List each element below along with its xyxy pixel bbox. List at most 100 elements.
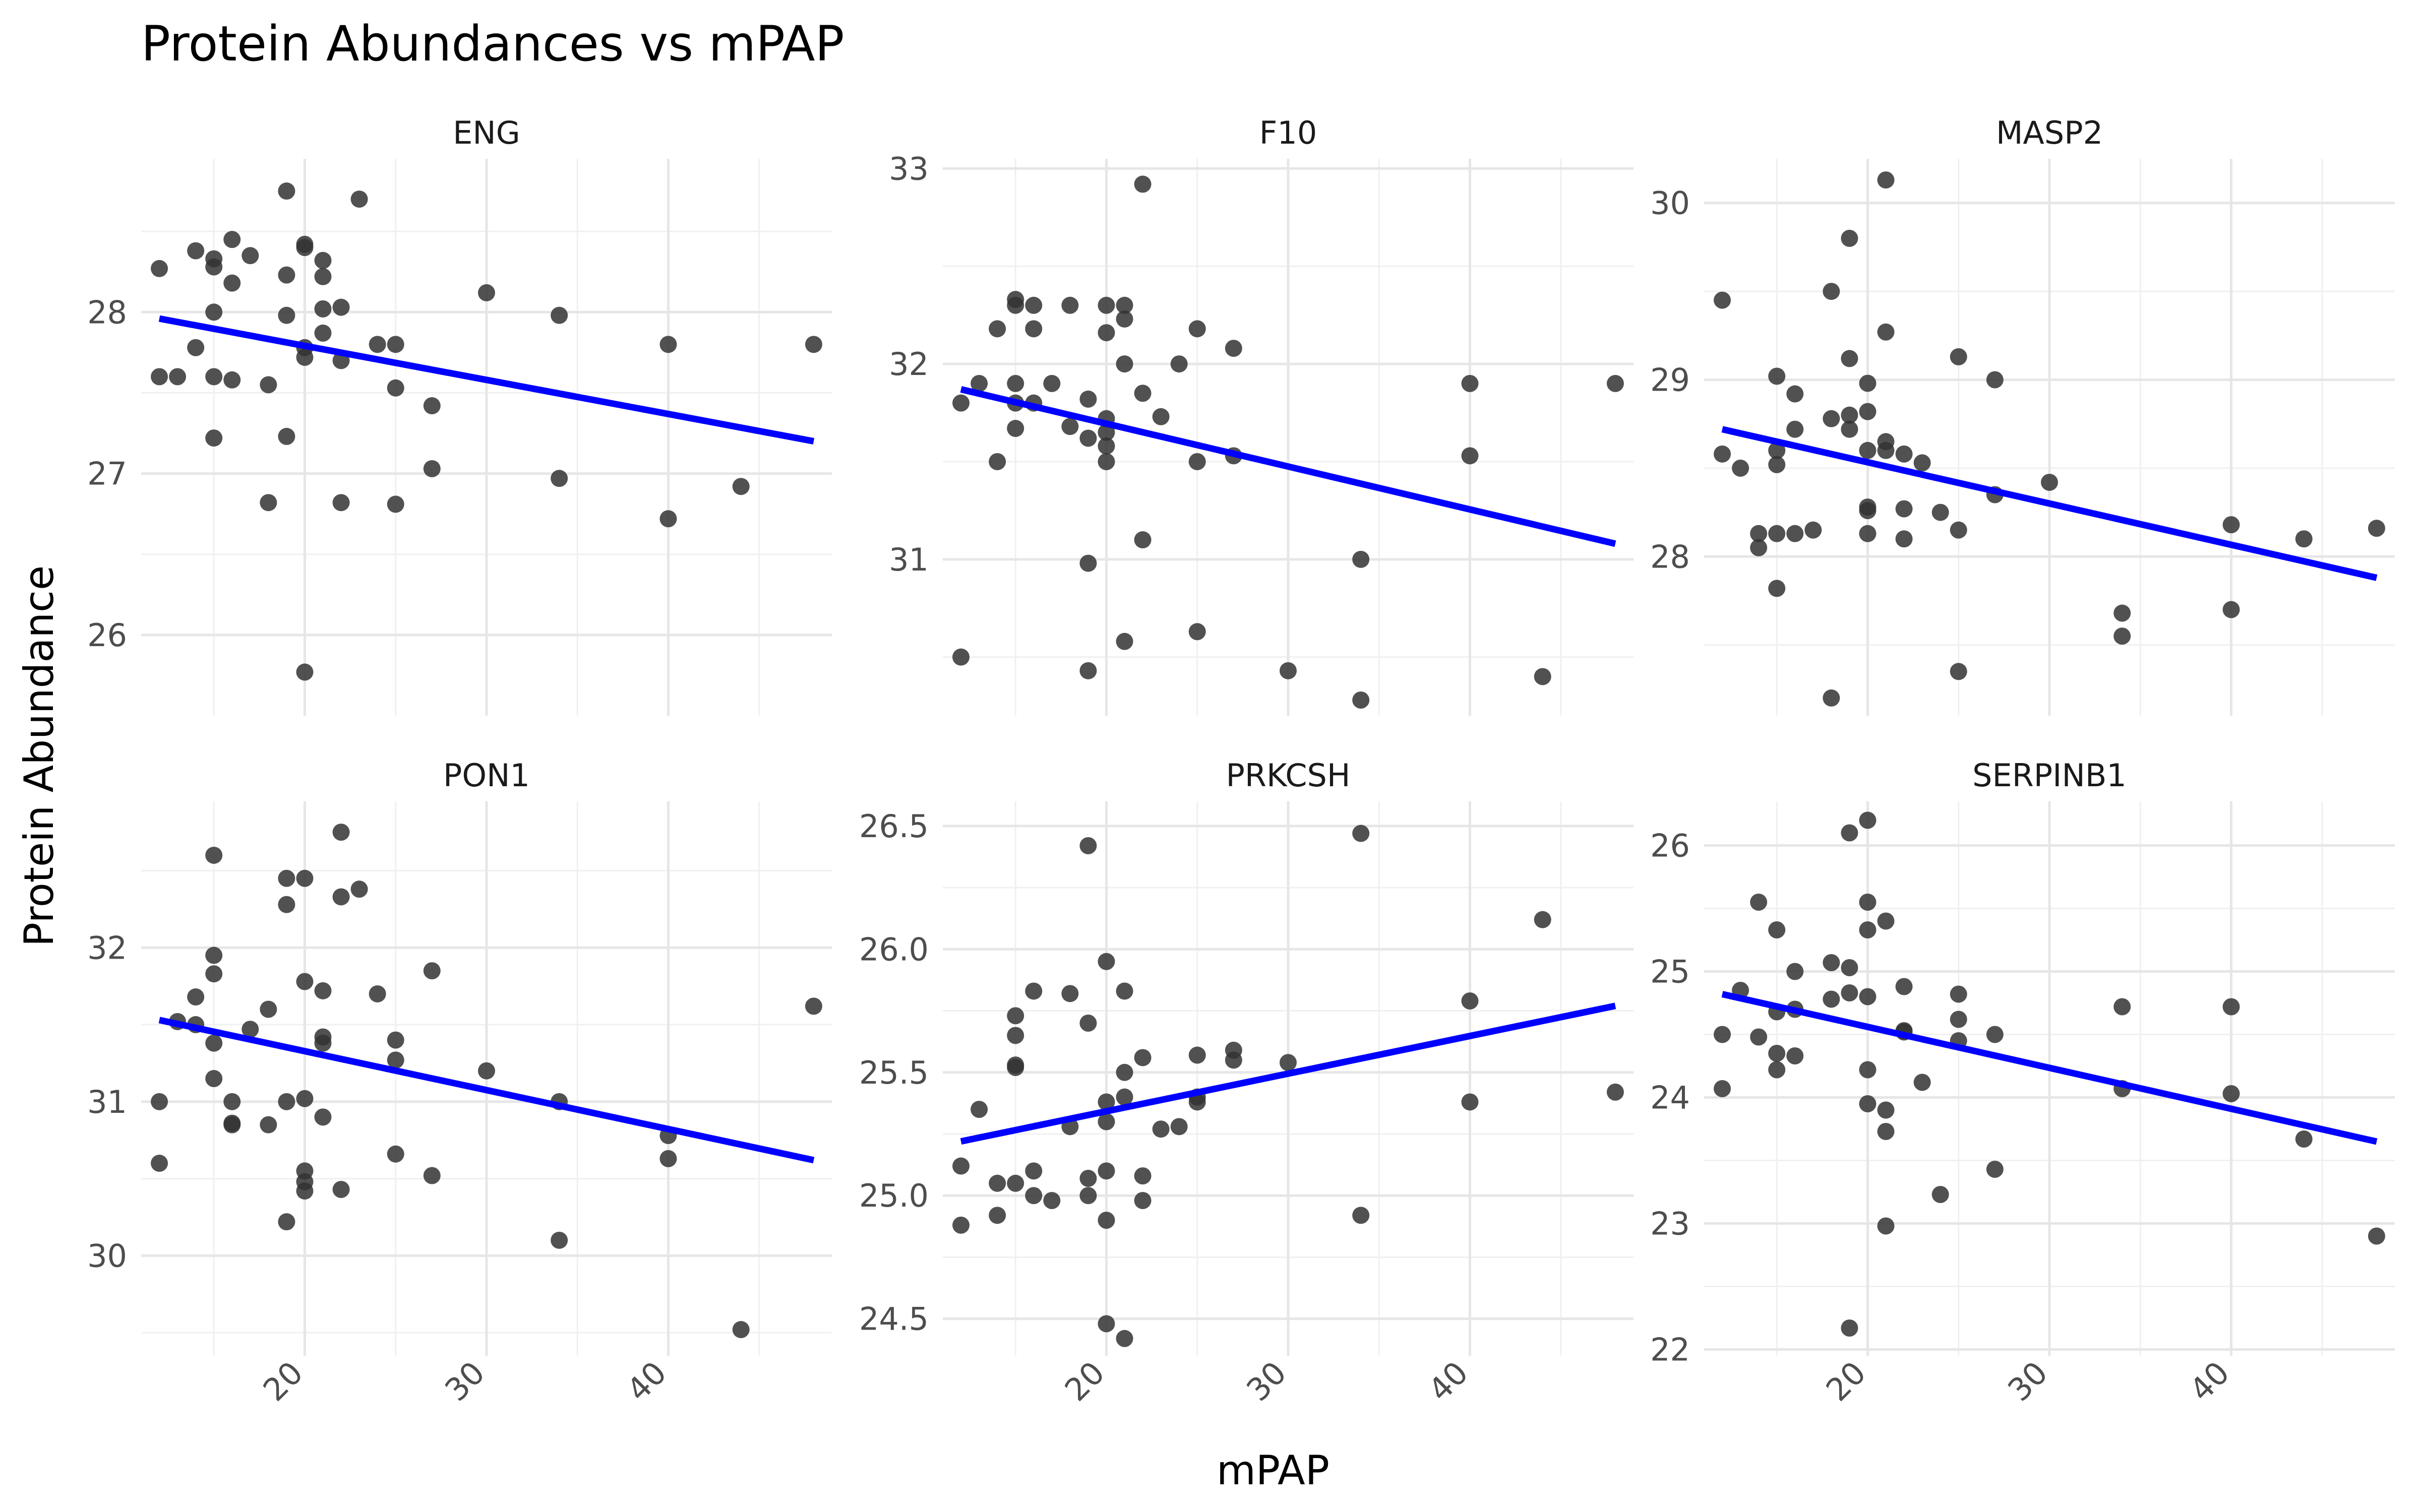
data-point xyxy=(1750,539,1768,556)
y-tick-label: 26.0 xyxy=(859,931,929,968)
data-point xyxy=(205,947,223,964)
data-point xyxy=(187,339,205,356)
data-point xyxy=(952,394,970,412)
data-point xyxy=(732,1321,750,1339)
data-point xyxy=(1007,296,1024,314)
y-tick-label: 25 xyxy=(1650,954,1690,990)
data-point xyxy=(1841,406,1858,424)
data-point xyxy=(1913,1074,1931,1091)
data-point xyxy=(314,251,332,269)
data-point xyxy=(1079,554,1097,572)
data-point xyxy=(1877,442,1895,459)
data-point xyxy=(1079,1187,1097,1205)
data-point xyxy=(387,336,404,353)
data-point xyxy=(1352,1207,1370,1224)
data-point xyxy=(1786,385,1804,403)
data-point xyxy=(1786,1047,1804,1064)
data-point xyxy=(1352,550,1370,568)
data-point xyxy=(1768,580,1786,597)
data-point xyxy=(1841,824,1858,842)
data-point xyxy=(1841,229,1858,247)
data-point xyxy=(2368,1227,2385,1245)
panel-strip-label: PRKCSH xyxy=(1226,757,1350,794)
data-point xyxy=(2222,1085,2240,1102)
data-point xyxy=(260,376,277,394)
y-tick-label: 23 xyxy=(1650,1206,1690,1242)
data-point xyxy=(1098,1315,1115,1333)
data-point xyxy=(1768,456,1786,473)
data-point xyxy=(332,888,350,906)
data-point xyxy=(187,988,205,1006)
data-point xyxy=(296,973,314,990)
data-point xyxy=(1188,1093,1206,1111)
data-point xyxy=(387,1031,404,1049)
data-point xyxy=(278,869,295,887)
data-point xyxy=(1859,811,1877,829)
x-tick-label: 40 xyxy=(620,1354,674,1408)
data-point xyxy=(151,1155,168,1172)
data-point xyxy=(332,494,350,512)
data-point xyxy=(1786,963,1804,980)
trend-line xyxy=(158,315,815,445)
data-point xyxy=(296,348,314,366)
data-point xyxy=(1877,171,1895,189)
panel-prkcsh: PRKCSH 24.5 25.0 25.5 26.0 26.5 20 30 40 xyxy=(859,757,1634,1408)
data-point xyxy=(1116,310,1133,328)
y-tick-label: 30 xyxy=(1650,185,1690,222)
data-point xyxy=(223,274,241,292)
x-tick-label: 40 xyxy=(1421,1354,1475,1408)
data-point xyxy=(1116,355,1133,373)
data-point xyxy=(1859,403,1877,420)
panel-strip-label: SERPINB1 xyxy=(1972,757,2127,794)
data-point xyxy=(2295,530,2313,548)
data-point xyxy=(205,429,223,447)
data-point xyxy=(952,648,970,666)
data-point xyxy=(1188,453,1206,470)
data-point xyxy=(1714,291,1731,309)
data-point xyxy=(1098,1212,1115,1229)
data-point xyxy=(1098,1093,1115,1111)
data-point xyxy=(223,371,241,389)
data-point xyxy=(659,510,677,528)
data-point xyxy=(314,1034,332,1052)
data-point xyxy=(1025,320,1043,338)
data-point xyxy=(314,268,332,285)
data-point xyxy=(1116,633,1133,650)
y-tick-label: 32 xyxy=(87,929,127,966)
data-point xyxy=(1714,445,1731,463)
data-point xyxy=(241,247,259,265)
data-point xyxy=(1750,525,1768,542)
data-point xyxy=(314,300,332,318)
data-point xyxy=(1007,1174,1024,1192)
data-point xyxy=(1768,367,1786,385)
data-point xyxy=(551,470,568,487)
data-point xyxy=(1931,503,1949,521)
data-point xyxy=(1025,1162,1043,1180)
data-point xyxy=(551,1231,568,1249)
data-point xyxy=(1025,982,1043,1000)
data-point xyxy=(350,880,368,898)
y-tick-label: 26.5 xyxy=(859,808,929,845)
data-point xyxy=(296,869,314,887)
data-point xyxy=(1025,1187,1043,1205)
data-point xyxy=(1025,296,1043,314)
x-tick-label: 40 xyxy=(2183,1354,2236,1408)
data-point xyxy=(1931,1186,1949,1203)
data-point xyxy=(1280,662,1297,679)
trend-line xyxy=(158,1017,815,1164)
y-tick-label: 26 xyxy=(87,617,127,654)
data-point xyxy=(1079,837,1097,854)
data-point xyxy=(989,1174,1006,1192)
data-point xyxy=(169,368,187,386)
data-point xyxy=(1841,984,1858,1001)
data-point xyxy=(2113,627,2131,645)
x-tick-label: 20 xyxy=(1819,1354,1873,1408)
data-point xyxy=(1841,350,1858,367)
data-point xyxy=(1134,1192,1152,1209)
data-point xyxy=(350,191,368,208)
data-point xyxy=(1950,1011,1967,1028)
data-point xyxy=(1170,1118,1188,1136)
data-point xyxy=(1986,1161,2004,1178)
data-point xyxy=(151,1093,168,1110)
data-point xyxy=(1750,1028,1768,1046)
